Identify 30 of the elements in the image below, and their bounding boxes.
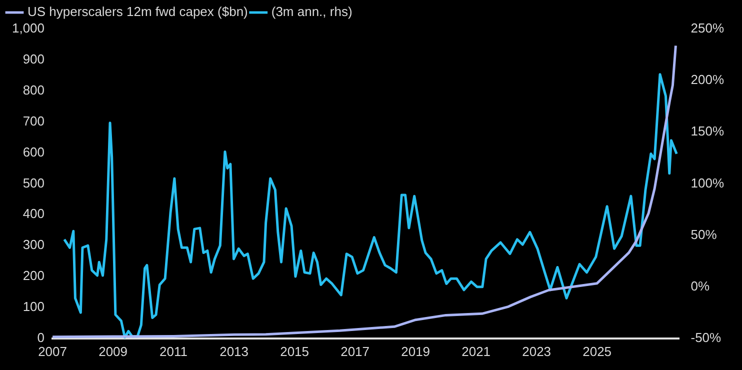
y-tick-label: 900	[22, 52, 45, 67]
x-tick-label: 2023	[522, 344, 552, 359]
y2-tick-label: 0%	[690, 278, 710, 294]
x-tick-label: 2025	[582, 344, 612, 359]
y-tick-label: 500	[22, 175, 45, 190]
y2-tick-label: -50%	[690, 330, 722, 345]
y2-tick-label: 100%	[690, 175, 724, 190]
y2-tick-label: 250%	[690, 20, 724, 36]
y-tick-label: 1,000	[12, 20, 45, 36]
legend-label: (3m ann., rhs)	[271, 4, 352, 20]
x-tick-label: 2015	[280, 344, 310, 359]
x-tick-label: 2021	[462, 344, 491, 359]
y-tick-label: 400	[22, 206, 45, 222]
y-tick-label: 300	[22, 237, 45, 252]
y-tick-label: 0	[37, 330, 45, 345]
y2-tick-label: 150%	[690, 124, 724, 139]
y2-tick-label: 200%	[690, 72, 724, 88]
x-tick-label: 2011	[160, 344, 188, 359]
y-tick-label: 800	[22, 82, 45, 98]
x-tick-label: 2013	[220, 344, 249, 359]
x-tick-label: 2017	[340, 344, 370, 359]
x-tick-label: 2007	[38, 344, 67, 359]
x-tick-label: 2019	[401, 344, 430, 359]
y-tick-label: 200	[22, 268, 45, 284]
y-tick-label: 700	[22, 113, 45, 128]
y-tick-label: 600	[22, 144, 45, 160]
legend-label: US hyperscalers 12m fwd capex ($bn)	[28, 4, 248, 20]
x-tick-label: 2009	[98, 344, 128, 359]
y-tick-label: 100	[22, 299, 45, 314]
y2-tick-label: 50%	[690, 226, 718, 242]
